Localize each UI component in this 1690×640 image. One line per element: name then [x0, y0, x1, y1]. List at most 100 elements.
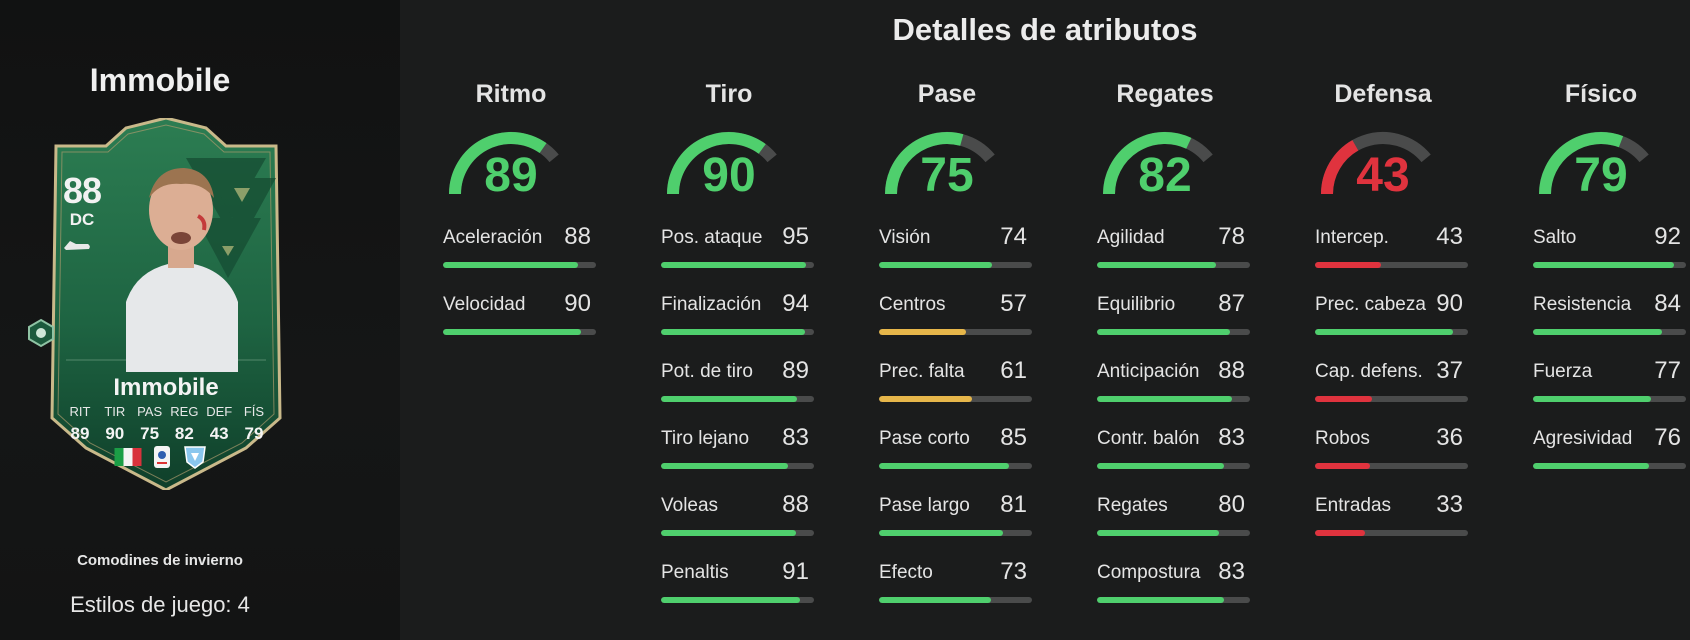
category-value: 75: [920, 149, 974, 202]
card-stat-label: REG: [170, 404, 199, 419]
category-title: Tiro: [705, 80, 753, 108]
attribute-bar: [879, 597, 1032, 603]
attribute-bar: [661, 329, 814, 335]
attribute-bar: [443, 262, 596, 268]
card-stat-labels: RIT TIR PAS REG DEF FÍS: [63, 404, 271, 419]
attribute-row: Voleas 88: [649, 491, 814, 562]
card-stat-values: 89 90 75 82 43 79: [63, 424, 271, 444]
attribute-bar: [661, 463, 814, 469]
attribute-bar: [1097, 396, 1250, 402]
card-stat-value: 79: [244, 424, 264, 443]
attribute-value: 36: [1436, 424, 1463, 451]
attribute-row: Visión 74: [867, 223, 1032, 294]
attribute-value: 94: [782, 290, 809, 317]
attribute-bar: [879, 396, 1032, 402]
category-value: 82: [1138, 149, 1192, 202]
attribute-name: Fuerza: [1533, 361, 1593, 382]
attribute-bar-fill: [1315, 262, 1381, 268]
category-1: Tiro 90 Pos. ataque 95 Finalización 94 Pot. de…: [649, 80, 814, 629]
category-gauge: 75: [867, 124, 1027, 204]
attribute-bar-fill: [661, 463, 788, 469]
attribute-bar-fill: [661, 396, 798, 402]
card-stat-label: PAS: [137, 404, 163, 419]
attribute-value: 88: [782, 491, 809, 518]
gauge-arc: [885, 132, 995, 195]
attribute-row: Pase largo 81: [867, 491, 1032, 562]
attribute-row: Salto 92: [1521, 223, 1686, 294]
attribute-bar-fill: [879, 329, 967, 335]
attribute-bar-fill: [1533, 396, 1651, 402]
attribute-bar: [1097, 597, 1250, 603]
attribute-row: Prec. falta 61: [867, 357, 1032, 428]
category-gauge: 43: [1303, 124, 1463, 204]
attribute-name: Regates: [1097, 495, 1168, 516]
attribute-value: 61: [1000, 357, 1027, 384]
card-stat-label: RIT: [69, 404, 91, 419]
attribute-value: 43: [1436, 223, 1463, 250]
attribute-name: Pase largo: [879, 495, 970, 516]
attribute-value: 81: [1000, 491, 1027, 518]
attribute-value: 84: [1654, 290, 1681, 317]
category-title: Ritmo: [475, 80, 547, 108]
card-position: DC: [69, 210, 95, 229]
attribute-value: 78: [1218, 223, 1245, 250]
attribute-name: Tiro lejano: [661, 428, 750, 449]
attribute-bar-fill: [443, 329, 581, 335]
attribute-bar: [879, 329, 1032, 335]
attribute-name: Cap. defens.: [1315, 361, 1423, 382]
attribute-list: Visión 74 Centros 57 Prec. falta 61 Pase corto…: [867, 223, 1032, 629]
club-crest-icon: [184, 446, 206, 469]
attribute-bar-fill: [661, 530, 796, 536]
attribute-row: Intercep. 43: [1303, 223, 1468, 294]
attribute-name: Pos. ataque: [661, 227, 763, 248]
attribute-row: Anticipación 88: [1085, 357, 1250, 428]
attribute-name: Intercep.: [1315, 227, 1389, 248]
attribute-value: 80: [1218, 491, 1245, 518]
attribute-value: 91: [782, 558, 809, 585]
attribute-bar: [1533, 396, 1686, 402]
attribute-name: Pase corto: [879, 428, 970, 449]
attribute-bar-fill: [1315, 530, 1366, 536]
attribute-bar-fill: [1533, 329, 1662, 335]
attribute-value: 83: [1218, 424, 1245, 451]
category-5: Físico 79 Salto 92 Resistencia 84 Fuerza 77 Agre…: [1521, 80, 1686, 495]
card-stat-label: DEF: [206, 404, 233, 419]
attribute-row: Robos 36: [1303, 424, 1468, 495]
category-2: Pase 75 Visión 74 Centros 57 Prec. falta 61 Pase…: [867, 80, 1032, 629]
attribute-bar-fill: [661, 262, 807, 268]
attribute-value: 92: [1654, 223, 1681, 250]
player-card[interactable]: 88 DC Immobile RIT TIR PAS REG DEF FÍS 8…: [28, 118, 296, 490]
attribute-bar-fill: [879, 463, 1010, 469]
attribute-bar: [1097, 262, 1250, 268]
attribute-name: Prec. falta: [879, 361, 965, 382]
attribute-name: Pot. de tiro: [661, 361, 753, 382]
gauge-arc: [449, 132, 559, 195]
gauge-arc: [1103, 132, 1213, 195]
attribute-row: Agilidad 78: [1085, 223, 1250, 294]
attribute-value: 74: [1000, 223, 1027, 250]
attribute-bar-fill: [1097, 463, 1224, 469]
attribute-bar-fill: [1533, 463, 1650, 469]
card-badges: [114, 444, 208, 470]
attribute-list: Agilidad 78 Equilibrio 87 Anticipación 88 Cont…: [1085, 223, 1250, 629]
attribute-bar-fill: [879, 530, 1003, 536]
attribute-bar: [879, 262, 1032, 268]
attribute-name: Centros: [879, 294, 946, 315]
attribute-bar: [661, 262, 814, 268]
attribute-value: 90: [1436, 290, 1463, 317]
category-gauge: 90: [649, 124, 809, 204]
attribute-row: Centros 57: [867, 290, 1032, 361]
player-name: Immobile: [89, 62, 231, 98]
attribute-name: Velocidad: [443, 294, 526, 315]
attribute-bar-fill: [1315, 329, 1453, 335]
section-title: Detalles de atributos: [892, 12, 1198, 47]
category-title: Defensa: [1334, 80, 1432, 108]
attribute-value: 33: [1436, 491, 1463, 518]
attribute-name: Equilibrio: [1097, 294, 1176, 315]
attribute-bar-fill: [1315, 463, 1371, 469]
player-photo: [126, 168, 238, 372]
gauge-arc: [1539, 132, 1649, 195]
category-gauge: 89: [431, 124, 591, 204]
playstyles-count: Estilos de juego: 4: [70, 592, 250, 617]
league-icon: [154, 446, 170, 468]
